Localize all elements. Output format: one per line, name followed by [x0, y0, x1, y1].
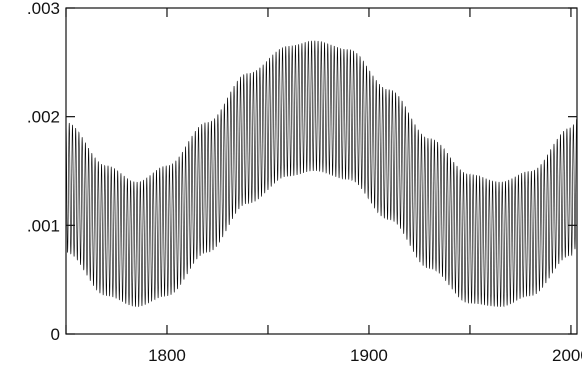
x-tick-label: 1900 — [350, 346, 388, 365]
y-tick-label: .002 — [27, 108, 60, 127]
ticks — [65, 7, 577, 335]
y-tick-label: .003 — [27, 0, 60, 18]
axes-frame — [65, 7, 578, 335]
x-tick-label: 1800 — [148, 346, 186, 365]
plot-area — [65, 40, 578, 308]
y-tick-label: 0 — [51, 325, 60, 344]
series-line — [65, 40, 578, 308]
y-tick-label: .001 — [27, 216, 60, 235]
